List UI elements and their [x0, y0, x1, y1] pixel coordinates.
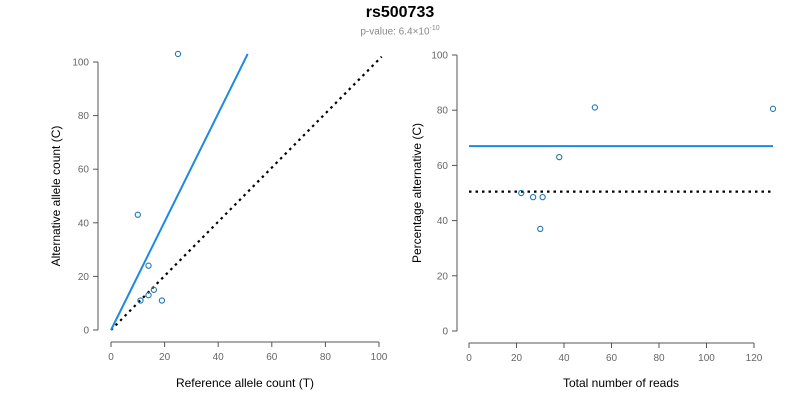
left-panel-x-tick-label: 40: [213, 352, 225, 363]
right-panel-data-point: [537, 225, 544, 233]
left-panel-data-point: [137, 297, 144, 304]
left-panel-y-tick-label: 80: [78, 111, 90, 122]
right-panel-y-tick-label: 20: [437, 271, 449, 282]
right-panel-x-tick-label: 60: [606, 353, 618, 364]
left-panel-x-axis-label: Reference allele count (T): [176, 376, 314, 390]
left-panel-data-point: [150, 286, 158, 293]
right-panel-x-tick-label: 120: [746, 353, 763, 364]
left-panel-x-tick-label: 100: [371, 352, 388, 363]
right-panel-y-tick-label: 100: [431, 51, 448, 62]
left-panel-y-tick-label: 40: [78, 218, 90, 229]
right-panel-data-point: [529, 193, 537, 201]
right-panel-y-axis-label: Percentage alternative (C): [410, 123, 424, 263]
right-panel-y-tick-label: 0: [442, 327, 448, 338]
left-panel-fit-line: [110, 53, 249, 331]
left-panel-x-tick-label: 0: [108, 352, 114, 363]
left-panel-data-point: [174, 50, 182, 58]
left-panel-x-tick-label: 80: [320, 352, 332, 363]
right-panel-data-point: [539, 193, 546, 201]
right-panel-x-tick-label: 40: [558, 353, 570, 364]
left-panel-y-tick-label: 20: [78, 272, 90, 283]
chart-subtitle: p-value: 6.4×10-10: [0, 23, 800, 38]
p-value-text: p-value: 6.4×10: [360, 26, 430, 38]
chart-title: rs500733: [365, 4, 435, 21]
left-panel-y-tick-label: 0: [83, 326, 89, 337]
title-block: rs500733 p-value: 6.4×10-10: [0, 4, 800, 38]
right-panel-x-tick-label: 0: [466, 353, 472, 364]
left-panel-data-point: [158, 297, 166, 304]
right-panel-y-tick-label: 40: [437, 216, 449, 227]
right-panel-data-point: [769, 105, 777, 112]
right-panel-x-tick-label: 80: [653, 353, 665, 364]
right-panel-data-point: [518, 189, 525, 197]
right-panel-x-tick-label: 20: [511, 353, 523, 364]
right-panel-x-tick-label: 100: [698, 353, 715, 364]
right-panel-data-point: [556, 153, 563, 161]
right-panel-x-axis-label: Total number of reads: [563, 376, 679, 390]
left-panel-y-tick-label: 100: [72, 58, 89, 69]
left-panel-y-axis-label: Alternative allele count (C): [49, 126, 63, 267]
right-panel-y-tick-label: 80: [437, 106, 449, 117]
left-panel-y-tick-label: 60: [78, 165, 90, 176]
left-panel-x-tick-label: 20: [159, 352, 171, 363]
left-panel-x-tick-label: 60: [266, 352, 278, 363]
right-panel-data-point: [591, 104, 599, 111]
left-panel-data-point: [134, 211, 141, 218]
left-panel-reference-line: [110, 55, 383, 331]
p-value-exponent: -10: [429, 25, 440, 32]
left-panel-data-point: [145, 292, 152, 299]
left-panel-data-point: [145, 262, 152, 269]
right-panel-y-tick-label: 60: [437, 161, 449, 172]
